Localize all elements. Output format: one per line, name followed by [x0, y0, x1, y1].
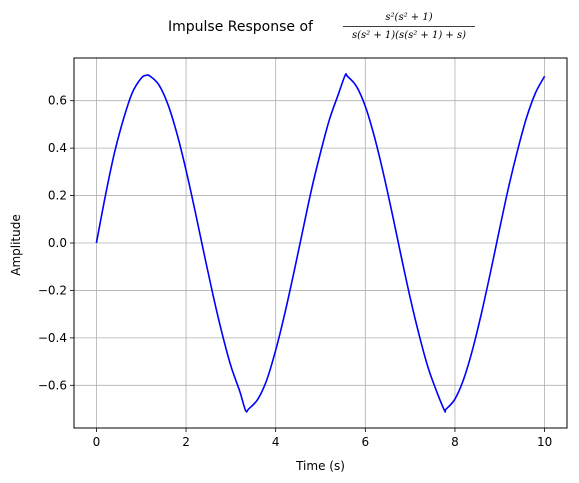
- x-tick-label-4: 8: [451, 435, 459, 449]
- chart-title-numerator: s²(s² + 1): [385, 12, 432, 23]
- y-tick-label-5: 0.4: [48, 141, 67, 155]
- chart-title-prefix: Impulse Response of: [168, 19, 314, 35]
- y-tick-label-2: −0.2: [38, 283, 67, 297]
- axis-ticks: 0 2 4 6 8 10 −0.6 −0.4 −0.2 0.0 0.2 0.4 0.6: [38, 94, 552, 449]
- y-axis-label: Amplitude: [9, 214, 23, 276]
- grid-lines: [74, 58, 567, 428]
- x-tick-label-2: 4: [272, 435, 280, 449]
- x-tick-label-0: 0: [93, 435, 101, 449]
- y-tick-label-0: −0.6: [38, 378, 67, 392]
- x-axis-label: Time (s): [295, 459, 345, 473]
- y-tick-label-3: 0.0: [48, 236, 67, 250]
- chart-title-denominator: s(s² + 1)(s(s² + 1) + s): [352, 30, 466, 41]
- y-tick-label-6: 0.6: [48, 94, 67, 108]
- x-tick-label-1: 2: [182, 435, 190, 449]
- x-tick-label-5: 10: [537, 435, 552, 449]
- y-tick-label-1: −0.4: [38, 331, 67, 345]
- series-layer: [95, 73, 546, 413]
- y-tick-label-4: 0.2: [48, 189, 67, 203]
- series-line-0: [95, 73, 546, 413]
- x-tick-label-3: 6: [361, 435, 369, 449]
- chart-title: Impulse Response of s²(s² + 1) s(s² + 1)…: [168, 12, 475, 41]
